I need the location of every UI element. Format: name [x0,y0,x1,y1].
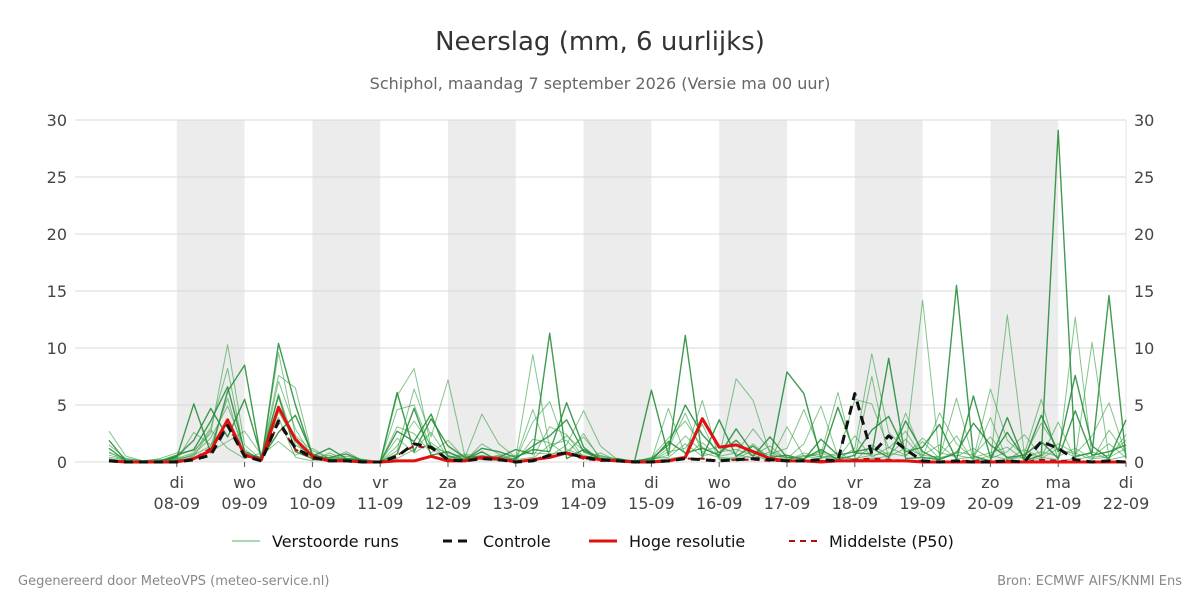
x-tick-day-label: di [644,473,659,492]
main-series [108,392,1127,464]
x-tick-day-label: di [169,473,184,492]
y-tick-label-right: 30 [1134,111,1154,130]
y-axis-right: 0 5 10 15 20 25 30 [1134,111,1154,472]
x-tick-date-label: 08-09 [154,494,201,513]
x-tick-date-label: 11-09 [357,494,404,513]
legend-label: Middelste (P50) [829,532,954,551]
x-tick-date-label: 18-09 [832,494,879,513]
x-tick-date-label: 13-09 [493,494,540,513]
footer-right: Bron: ECMWF AIFS/KNMI Ens [997,574,1182,589]
y-tick-label-left: 30 [47,111,67,130]
legend: Verstoorde runs Controle Hoge resolutie Mid… [232,532,954,551]
x-tick-day-label: ma [1046,473,1071,492]
y-tick-label-left: 5 [57,396,67,415]
y-tick-label-left: 25 [47,168,67,187]
y-tick-label-left: 20 [47,225,67,244]
y-tick-label-left: 0 [57,453,67,472]
x-tick-date-label: 15-09 [628,494,675,513]
legend-label: Verstoorde runs [272,532,399,551]
x-axis: di 08-09 wo 09-09 do 10-09 vr 11-09 za 12-09 zo 13-… [154,462,1150,513]
x-tick-day-label: ma [571,473,596,492]
y-axis-left: 0 5 10 15 20 25 30 [47,111,67,472]
x-tick-day-label: wo [708,473,731,492]
x-tick-date-label: 09-09 [221,494,268,513]
y-tick-label-right: 0 [1134,453,1144,472]
legend-label: Hoge resolutie [629,532,745,551]
x-tick-day-label: vr [847,473,863,492]
x-tick-day-label: zo [981,473,999,492]
legend-label: Controle [483,532,551,551]
footer-left: Gegenereerd door MeteoVPS (meteo-service… [18,574,329,589]
y-tick-label-right: 5 [1134,396,1144,415]
y-tick-label-left: 10 [47,339,67,358]
x-tick-date-label: 21-09 [1035,494,1082,513]
x-tick-day-label: di [1119,473,1134,492]
y-tick-label-right: 15 [1134,282,1154,301]
x-tick-date-label: 22-09 [1103,494,1150,513]
x-tick-date-label: 20-09 [967,494,1014,513]
x-tick-date-label: 14-09 [560,494,607,513]
y-tick-label-right: 25 [1134,168,1154,187]
y-tick-label-right: 20 [1134,225,1154,244]
x-tick-date-label: 16-09 [696,494,743,513]
chart-subtitle: Schiphol, maandag 7 september 2026 (Vers… [370,74,831,93]
x-tick-day-label: vr [372,473,388,492]
x-tick-date-label: 12-09 [425,494,472,513]
perturbed-run-line [108,386,1127,463]
y-tick-label-left: 15 [47,282,67,301]
x-tick-day-label: wo [233,473,256,492]
x-tick-date-label: 19-09 [899,494,946,513]
x-tick-day-label: do [302,473,322,492]
chart-title: Neerslag (mm, 6 uurlijks) [435,27,765,57]
x-tick-date-label: 10-09 [289,494,336,513]
control-line [108,392,1127,464]
x-tick-date-label: 17-09 [764,494,811,513]
x-tick-day-label: za [913,473,931,492]
y-tick-label-right: 10 [1134,339,1154,358]
x-tick-day-label: za [439,473,457,492]
x-tick-day-label: do [777,473,797,492]
x-tick-day-label: zo [507,473,525,492]
